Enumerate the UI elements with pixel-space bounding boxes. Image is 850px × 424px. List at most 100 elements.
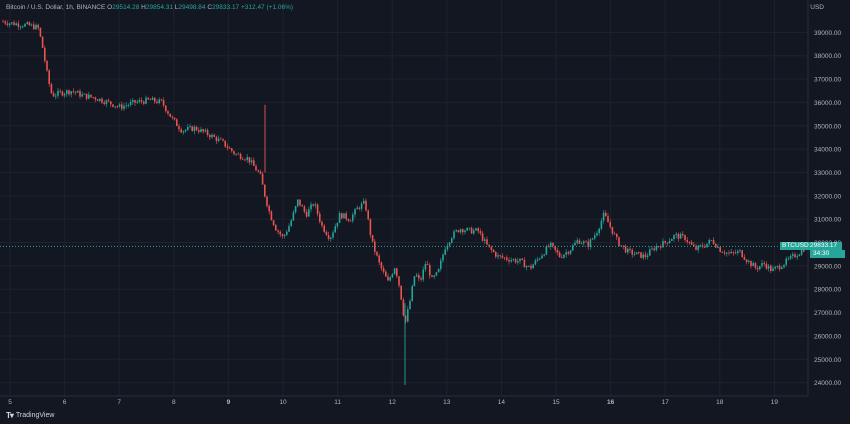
- candle: [468, 227, 471, 231]
- brand-label: TradingView: [15, 412, 55, 419]
- x-tick-label: 15: [552, 399, 560, 406]
- high-label: H: [141, 4, 146, 11]
- candle: [787, 256, 790, 261]
- candle: [767, 263, 770, 272]
- candle: [565, 249, 567, 258]
- candle: [330, 236, 332, 242]
- candle: [701, 242, 704, 249]
- candle: [127, 103, 130, 108]
- candle: [59, 88, 61, 94]
- candle: [105, 99, 108, 108]
- candle: [745, 259, 748, 265]
- candle: [292, 209, 295, 222]
- candle: [589, 238, 592, 250]
- candle: [594, 232, 596, 241]
- candle: [409, 298, 411, 310]
- candle: [512, 258, 515, 262]
- candle: [508, 257, 510, 265]
- candle: [638, 251, 640, 255]
- candle: [85, 93, 88, 101]
- candle: [398, 275, 400, 288]
- candle: [644, 251, 647, 260]
- candle: [338, 211, 341, 223]
- candle: [154, 97, 156, 104]
- candle: [270, 210, 273, 221]
- candle: [422, 266, 424, 282]
- candle: [382, 265, 385, 275]
- candle: [688, 241, 691, 245]
- candle: [686, 237, 688, 245]
- candle: [783, 264, 785, 269]
- candle: [690, 239, 693, 245]
- candle: [642, 251, 644, 261]
- candle: [380, 261, 383, 272]
- candle: [198, 127, 200, 134]
- tradingview-brand[interactable]: T▾ TradingView: [6, 411, 54, 420]
- price-axis[interactable]: 24000.00 25000.00 26000.00 27000.00 28000.00…: [814, 30, 841, 387]
- candle: [211, 133, 213, 140]
- candle: [774, 265, 776, 271]
- candle: [310, 201, 312, 213]
- candle: [479, 228, 482, 236]
- candle: [90, 94, 92, 98]
- candle: [15, 21, 17, 26]
- candle: [699, 244, 702, 248]
- candle: [129, 99, 132, 107]
- candle: [371, 234, 374, 243]
- candle: [611, 226, 614, 236]
- candle: [541, 253, 543, 259]
- candle: [46, 59, 48, 72]
- bar-countdown: 34:30: [810, 250, 845, 259]
- candle: [754, 261, 757, 270]
- candle: [321, 220, 323, 228]
- candle: [305, 209, 308, 218]
- candle: [497, 252, 499, 260]
- candle: [173, 117, 176, 121]
- candle: [33, 21, 35, 31]
- candle: [74, 91, 77, 96]
- candle: [682, 230, 684, 238]
- candle: [101, 97, 103, 104]
- candle: [640, 252, 642, 259]
- candle: [363, 197, 365, 205]
- y-tick-label: 24000.00: [814, 380, 841, 387]
- candle: [796, 253, 798, 260]
- candle: [50, 82, 53, 95]
- candle: [525, 265, 528, 271]
- candle: [728, 250, 730, 256]
- candle: [138, 97, 141, 104]
- candle: [70, 90, 72, 98]
- candle: [374, 238, 376, 256]
- candle: [290, 218, 292, 227]
- candle: [360, 201, 363, 212]
- candle: [2, 19, 4, 23]
- candle: [206, 128, 209, 137]
- candle: [517, 257, 519, 265]
- candle: [48, 69, 50, 87]
- candle: [622, 245, 625, 250]
- candle: [629, 247, 631, 253]
- time-axis[interactable]: 5 6 7 8 9 10 11 12 13 14 15 16 17 18 19: [8, 399, 778, 406]
- candle: [52, 90, 55, 97]
- y-tick-label: 31000.00: [814, 217, 841, 224]
- x-tick-label: 17: [662, 399, 670, 406]
- candle: [741, 249, 743, 258]
- candle: [583, 239, 585, 247]
- candle: [272, 219, 275, 227]
- candle: [576, 237, 578, 245]
- candle: [367, 209, 369, 221]
- candle: [246, 153, 248, 163]
- candle: [523, 257, 526, 268]
- candle: [385, 269, 387, 277]
- candle: [239, 152, 242, 161]
- candle: [123, 102, 125, 112]
- candle: [37, 23, 39, 31]
- candle: [158, 97, 160, 105]
- candle: [442, 252, 444, 263]
- candle: [30, 23, 33, 27]
- symbol-title[interactable]: Bitcoin / U.S. Dollar, 1h, BINANCE: [6, 4, 106, 11]
- currency-label[interactable]: USD: [810, 4, 824, 11]
- candle: [486, 236, 488, 246]
- candle: [283, 234, 286, 239]
